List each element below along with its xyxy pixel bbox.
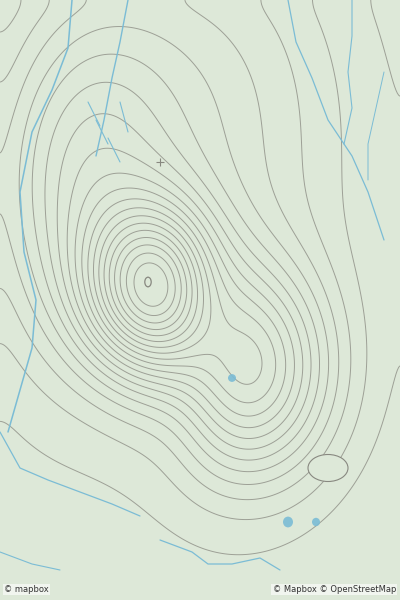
Circle shape — [145, 277, 151, 287]
Text: © mapbox: © mapbox — [4, 585, 49, 594]
Text: © Mapbox © OpenStreetMap: © Mapbox © OpenStreetMap — [273, 585, 396, 594]
Ellipse shape — [308, 455, 348, 481]
Ellipse shape — [283, 517, 293, 527]
Ellipse shape — [312, 518, 320, 526]
Ellipse shape — [228, 374, 236, 382]
